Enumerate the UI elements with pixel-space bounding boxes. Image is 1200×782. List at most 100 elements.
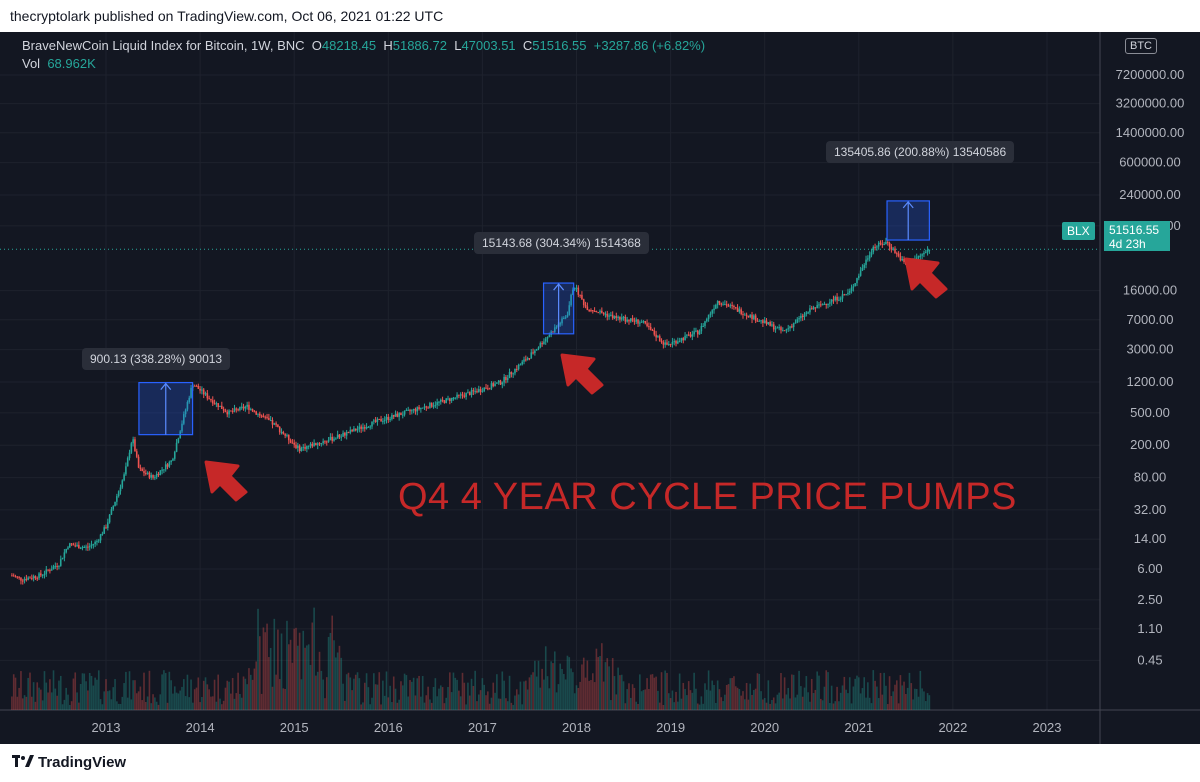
volume-bar [456,679,458,710]
candle-body [671,341,674,345]
candle-body [666,342,668,345]
candle-body [753,315,755,319]
candle-body [146,472,149,474]
candle-body [519,364,522,366]
volume-bar [836,686,838,710]
volume-bar [105,679,107,710]
volume-bar [27,677,29,710]
volume-bar [110,699,113,710]
candle-body [662,342,665,345]
candle-body [335,438,337,440]
candle-body [514,368,516,374]
volume-bar [570,668,572,710]
candle-body [54,566,57,568]
volume-bar [452,672,455,710]
candle-body [796,319,799,323]
measure-label-2021: 135405.86 (200.88%) 13540586 [826,141,1015,163]
candle-body [463,395,466,397]
volume-bar [646,678,648,710]
volume-bar [827,672,829,710]
close-label: C [522,38,533,53]
candle-body [615,316,618,318]
volume-bar [848,677,851,710]
volume-bar [675,691,677,710]
candle-body [917,255,920,258]
candle-body [116,496,118,502]
candle-body [385,416,388,420]
volume-bar [210,696,212,710]
volume-bar [772,697,775,710]
candle-body [613,316,616,319]
candle-body [886,241,889,244]
candle-body [297,445,299,449]
candle-body [271,419,274,425]
candle-body [58,565,60,567]
candle-body [924,252,927,254]
volume-bar [347,672,350,710]
volume-bar [287,644,290,710]
candle-body [186,402,189,410]
volume-bar [297,645,299,710]
candle-body [506,378,509,380]
volume-bar [237,672,239,710]
candle-body [14,576,17,578]
volume-bar [248,668,250,710]
volume-bar [416,678,419,710]
volume-bar [188,697,191,710]
volume-bar [525,680,527,710]
volume-bar [251,679,254,710]
volume-bar [749,683,752,710]
volume-bar [88,672,91,710]
volume-bar [315,675,317,710]
volume-bar [765,702,768,710]
volume-bar [528,677,531,710]
candle-body [581,294,583,300]
candle-body [284,434,286,436]
volume-bar [733,676,735,710]
candle-body [870,252,873,256]
candle-body [834,296,837,300]
candle-body [132,439,134,444]
volume-bar [425,695,428,710]
volume-bar [492,682,495,710]
volume-bar [403,673,406,710]
symbol-legend: BraveNewCoin Liquid Index for Bitcoin, 1… [22,38,705,53]
tradingview-logo[interactable]: TradingView [12,754,126,771]
candle-body [262,416,265,418]
change-value: +3287.86 (+6.82%) [593,38,706,53]
candle-body [877,242,880,247]
candle-body [644,320,647,324]
volume-bar [249,674,252,710]
volume-bar [601,643,603,710]
currency-badge[interactable]: BTC [1125,38,1157,54]
candle-body [584,305,587,307]
candle-body [275,423,277,425]
volume-bar [177,693,180,710]
volume-bar [29,672,31,710]
volume-bar [432,687,435,710]
candle-body [803,314,806,318]
volume-bar [146,696,149,710]
candle-body [783,330,786,332]
candle-body [155,473,158,478]
volume-bar [233,698,236,710]
candle-body [316,443,319,446]
candle-body [698,331,701,335]
volume-bar [854,678,856,710]
volume-bar [222,700,225,710]
volume-bar [78,702,80,710]
volume-bar [394,688,397,710]
volume-bar [868,697,871,710]
volume-bar [298,632,301,710]
candle-body [458,394,460,396]
candle-body [11,575,13,577]
volume-bar [841,685,844,710]
volume-bar [867,682,869,710]
candle-body [456,394,458,398]
volume-bar [834,701,837,710]
price-chart[interactable]: 7200000.00 3200000.00 1400000.00 600000.00 2… [0,32,1200,744]
volume-bar [713,684,715,710]
volume-bar [546,676,549,710]
volume-bar [608,666,610,710]
volume-bar [731,677,733,710]
